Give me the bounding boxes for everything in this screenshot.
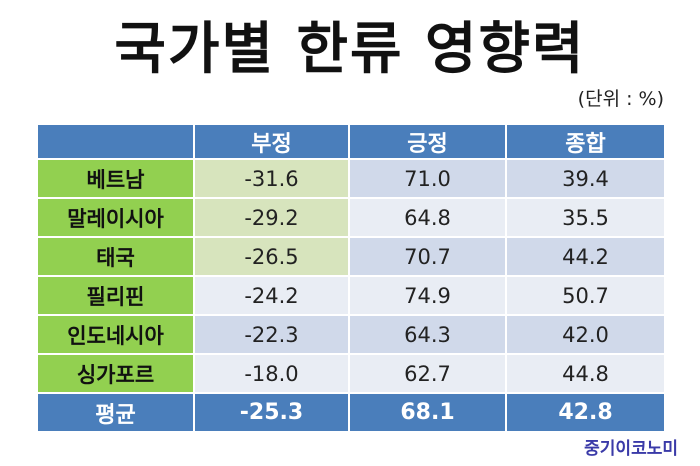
average-cell: 42.8 (507, 394, 666, 433)
data-cell: -24.2 (195, 277, 350, 316)
header-cell (38, 125, 195, 160)
data-cell: -18.0 (195, 355, 350, 394)
data-cell: 35.5 (507, 199, 666, 238)
average-cell: 68.1 (350, 394, 507, 433)
data-cell: -29.2 (195, 199, 350, 238)
header-cell: 긍정 (350, 125, 507, 160)
data-cell: 39.4 (507, 160, 666, 199)
average-cell: 평균 (38, 394, 195, 433)
data-cell: 64.8 (350, 199, 507, 238)
data-cell: 70.7 (350, 238, 507, 277)
row-name: 말레이시아 (38, 199, 195, 238)
header-cell: 종합 (507, 125, 666, 160)
data-cell: 62.7 (350, 355, 507, 394)
data-cell: 71.0 (350, 160, 507, 199)
row-name: 인도네시아 (38, 316, 195, 355)
row-name: 필리핀 (38, 277, 195, 316)
row-name: 태국 (38, 238, 195, 277)
row-name: 싱가포르 (38, 355, 195, 394)
data-cell: 44.2 (507, 238, 666, 277)
data-cell: 50.7 (507, 277, 666, 316)
unit: (단위 : %) (577, 88, 664, 110)
data-cell: 44.8 (507, 355, 666, 394)
data-cell: -22.3 (195, 316, 350, 355)
title: 국가별 한류 영향력 (114, 17, 586, 82)
row-name: 베트남 (38, 160, 195, 199)
header-cell: 부정 (195, 125, 350, 160)
data-cell: 42.0 (507, 316, 666, 355)
data-cell: -31.6 (195, 160, 350, 199)
data-cell: -26.5 (195, 238, 350, 277)
average-cell: -25.3 (195, 394, 350, 433)
data-cell: 74.9 (350, 277, 507, 316)
data-cell: 64.3 (350, 316, 507, 355)
source: 중기이코노미 (584, 439, 678, 459)
